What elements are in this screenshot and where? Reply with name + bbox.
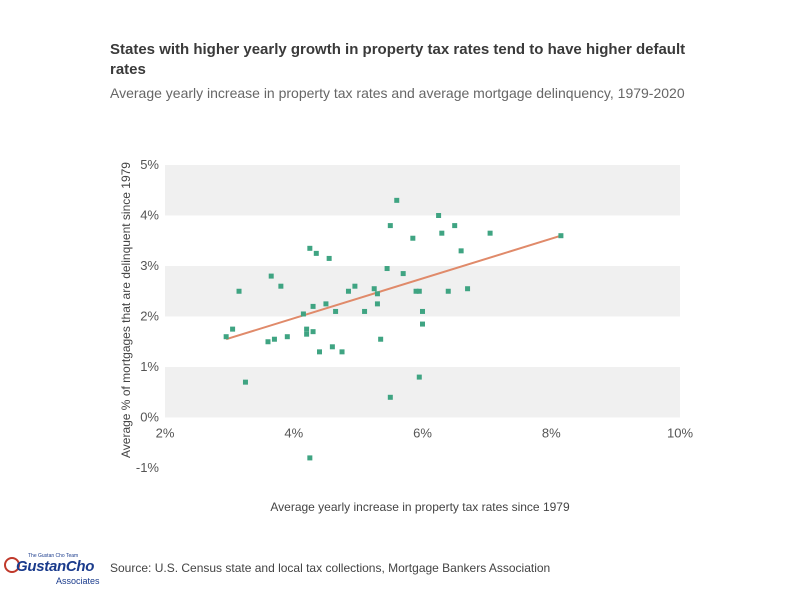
data-point: [487, 230, 493, 236]
data-point: [265, 339, 271, 345]
x-tick-label: 10%: [667, 426, 693, 441]
data-point: [284, 334, 290, 340]
x-tick-label: 2%: [156, 426, 175, 441]
y-tick-label: 5%: [140, 157, 159, 172]
data-point: [307, 245, 313, 251]
y-tick-label: -1%: [136, 460, 160, 475]
data-point: [400, 271, 406, 277]
data-point: [420, 308, 425, 314]
data-point: [345, 288, 351, 294]
data-point: [394, 197, 400, 203]
x-tick-label: 6%: [413, 426, 432, 441]
grid-band: [165, 266, 680, 317]
data-point: [371, 286, 377, 292]
data-point: [278, 283, 284, 289]
data-point: [339, 349, 345, 355]
data-point: [378, 336, 384, 342]
data-point: [323, 301, 329, 307]
data-point: [333, 308, 339, 314]
data-point: [313, 250, 319, 256]
grid-band: [165, 367, 680, 418]
logo-mark-icon: [4, 557, 20, 573]
data-point: [326, 255, 332, 261]
data-point: [410, 235, 416, 241]
logo-sub-text: Associates: [56, 576, 100, 586]
x-axis-label: Average yearly increase in property tax …: [270, 500, 570, 514]
x-tick-label: 8%: [542, 426, 561, 441]
data-points: [223, 197, 564, 461]
data-point: [465, 286, 471, 292]
logo-top-text: The Gustan Cho Team: [28, 553, 79, 559]
y-tick-label: 1%: [140, 359, 159, 374]
trendline: [225, 234, 562, 341]
data-point: [374, 291, 380, 297]
data-point: [416, 288, 422, 294]
data-point: [352, 283, 358, 289]
y-tick-labels: -1% 0% 1% 2% 3% 4% 5%: [136, 157, 160, 475]
data-point: [310, 303, 316, 309]
company-logo: The Gustan Cho Team GustanCho Associates: [4, 553, 104, 589]
data-point: [416, 374, 422, 380]
y-tick-label: 2%: [140, 309, 159, 324]
data-point: [242, 379, 248, 385]
x-tick-label: 4%: [284, 426, 303, 441]
source-note: Source: U.S. Census state and local tax …: [110, 561, 551, 575]
data-point: [230, 326, 236, 332]
data-point: [387, 394, 393, 400]
data-point: [329, 344, 335, 350]
x-tick-labels: 2% 4% 6% 8% 10%: [156, 426, 694, 441]
data-point: [304, 331, 310, 337]
data-point: [436, 213, 442, 218]
data-point: [439, 230, 445, 236]
data-point: [236, 288, 242, 294]
trendline-group: [225, 234, 562, 341]
data-point: [362, 308, 368, 314]
data-point: [268, 273, 274, 279]
chart-title: States with higher yearly growth in prop…: [110, 41, 686, 78]
data-point: [310, 329, 316, 335]
data-point: [420, 321, 425, 327]
data-point: [458, 248, 464, 254]
data-point: [452, 223, 458, 229]
y-tick-label: 4%: [140, 208, 159, 223]
logo-main-text: GustanCho: [16, 558, 95, 575]
data-point: [304, 326, 310, 332]
data-point: [374, 301, 380, 307]
data-point: [413, 288, 419, 294]
data-point: [384, 266, 390, 272]
data-point: [387, 223, 393, 229]
data-point: [300, 311, 306, 317]
data-point: [223, 334, 229, 340]
grid-bands: [165, 165, 680, 418]
y-tick-label: 0%: [140, 410, 159, 425]
y-tick-label: 3%: [140, 258, 159, 273]
data-point: [558, 233, 564, 239]
grid-band: [165, 165, 680, 216]
chart-subtitle: Average yearly increase in property tax …: [110, 85, 685, 101]
data-point: [317, 349, 322, 355]
data-point: [307, 455, 313, 461]
data-point: [271, 336, 277, 342]
y-axis-label: Average % of mortgages that are delinque…: [119, 162, 133, 458]
data-point: [445, 288, 451, 294]
